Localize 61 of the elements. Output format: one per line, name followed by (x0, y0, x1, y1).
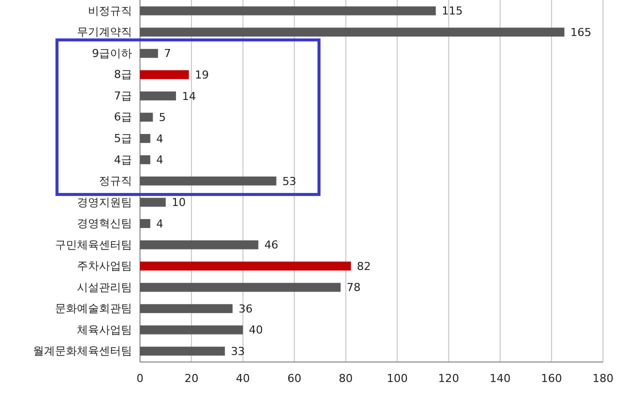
x-tick-label: 180 (592, 372, 614, 385)
bar (140, 240, 258, 250)
data-label: 115 (442, 4, 463, 18)
y-tick-label: 8급 (114, 68, 132, 82)
bar (140, 282, 341, 292)
data-label: 46 (264, 238, 278, 252)
data-label: 36 (238, 302, 253, 316)
bar (140, 70, 189, 80)
y-tick-label: 5급 (114, 132, 132, 145)
bar (140, 112, 153, 122)
y-tick-label: 체육사업팀 (77, 323, 132, 336)
x-tick-label: 160 (541, 372, 562, 385)
data-label: 14 (182, 90, 196, 103)
x-tick-label: 100 (386, 372, 408, 385)
y-tick-label: 주차사업팀 (77, 260, 132, 273)
data-label: 40 (248, 324, 263, 337)
y-tick-label: 월계문화체육센터팀 (33, 344, 132, 358)
data-label: 19 (194, 68, 209, 82)
bar (140, 155, 150, 164)
y-tick-label: 시설관리팀 (77, 280, 132, 294)
data-label: 5 (158, 111, 166, 124)
data-label: 10 (172, 196, 186, 210)
data-label: 82 (356, 260, 371, 273)
y-tick-label: 경영지원팀 (77, 196, 132, 209)
bar (140, 325, 243, 334)
data-label: 4 (156, 132, 164, 146)
y-tick-label: 6급 (114, 110, 132, 124)
data-label: 7 (164, 47, 172, 60)
bar (140, 28, 564, 37)
bar (140, 48, 158, 58)
y-tick-label: 비정규직 (88, 4, 132, 18)
y-tick-label: 경영혁신팀 (77, 217, 132, 230)
y-tick-label: 정규직 (99, 174, 132, 188)
x-tick-label: 20 (184, 372, 198, 385)
bar (140, 304, 233, 314)
bar (140, 134, 150, 143)
x-tick-label: 120 (438, 372, 460, 385)
x-tick-label: 60 (287, 372, 302, 385)
x-tick-label: 80 (338, 372, 353, 385)
data-label: 53 (282, 174, 296, 188)
x-tick-label: 40 (236, 372, 250, 385)
y-tick-label: 4급 (114, 153, 132, 166)
data-label: 4 (156, 154, 164, 167)
bar (140, 346, 225, 356)
y-tick-label: 7급 (114, 89, 132, 102)
data-label: 78 (346, 281, 361, 294)
data-label: 4 (156, 217, 164, 230)
bar (140, 262, 351, 271)
bar (140, 198, 166, 207)
bar (140, 91, 176, 100)
y-tick-label: 무기계약직 (77, 26, 132, 39)
y-tick-label: 문화예술회관팀 (55, 302, 132, 316)
data-label: 165 (570, 26, 592, 39)
y-tick-label: 구민체육센터팀 (55, 238, 132, 252)
y-tick-label: 9급이하 (92, 46, 132, 60)
bar (140, 6, 436, 16)
x-tick-label: 0 (136, 372, 144, 385)
bar (140, 176, 276, 186)
bar (140, 219, 150, 228)
data-label: 33 (230, 345, 245, 358)
x-tick-label: 140 (490, 372, 511, 385)
